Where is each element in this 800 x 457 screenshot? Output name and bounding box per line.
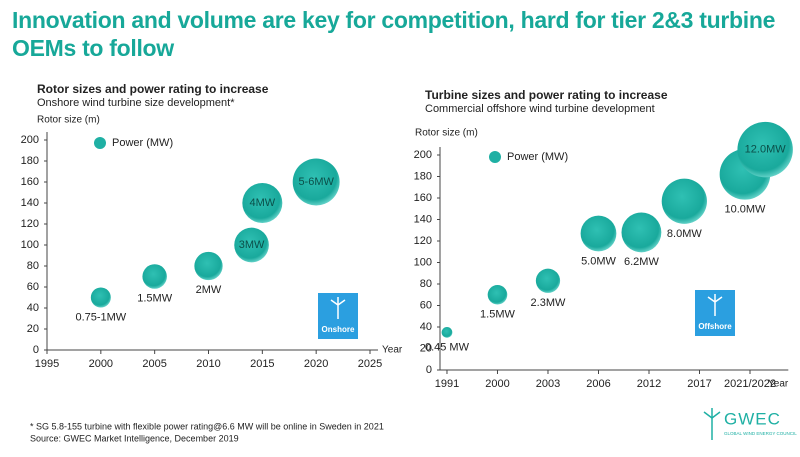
x-tick-label: 2010: [196, 358, 220, 370]
y-tick-label: 160: [21, 176, 39, 188]
x-tick-label: 2025: [358, 358, 382, 370]
y-tick-label: 0: [426, 364, 432, 376]
chart-title: Rotor sizes and power rating to increase: [37, 82, 269, 96]
y-tick-label: 80: [27, 260, 39, 272]
x-tick-label: 2015: [250, 358, 274, 370]
y-tick-label: 60: [27, 281, 39, 293]
y-tick-label: 180: [21, 155, 39, 167]
y-tick-label: 100: [21, 239, 39, 251]
chart-subtitle: Commercial offshore wind turbine develop…: [425, 103, 655, 115]
legend-marker: [489, 151, 501, 163]
y-tick-label: 60: [420, 299, 432, 311]
bubble: [580, 215, 617, 252]
bubble-label: 2MW: [196, 284, 222, 296]
bubble: [194, 251, 223, 281]
bubble: [142, 264, 167, 289]
bubble-label: 10.0MW: [724, 204, 766, 216]
y-tick-label: 200: [414, 149, 432, 161]
x-tick-label: 2020: [304, 358, 328, 370]
y-tick-label: 20: [27, 323, 39, 335]
bubble-label: 8.0MW: [667, 228, 702, 240]
y-tick-label: 40: [420, 321, 432, 333]
x-tick-label: 2003: [536, 378, 560, 390]
bubble: [90, 287, 111, 308]
chart-subtitle: Onshore wind turbine size development*: [37, 97, 235, 109]
bubble-label: 1.5MW: [137, 293, 172, 305]
footnote: * SG 5.8-155 turbine with flexible power…: [30, 421, 384, 431]
y-tick-label: 120: [414, 235, 432, 247]
source: Source: GWEC Market Intelligence, Decemb…: [30, 433, 239, 443]
bubble-label: 2.3MW: [531, 297, 566, 309]
logo: GWEC GLOBAL WIND ENERGY COUNCIL: [703, 408, 797, 440]
bubble: [441, 327, 453, 338]
y-tick-label: 200: [21, 134, 39, 146]
badge-icon: [330, 297, 346, 319]
y-tick-label: 20: [420, 342, 432, 354]
bubble-label: 5.0MW: [581, 255, 616, 267]
chart: Rotor sizes and power rating to increase…: [21, 82, 403, 370]
x-tick-label: 2006: [586, 378, 610, 390]
legend-label: Power (MW): [507, 151, 568, 163]
logo-tagline: GLOBAL WIND ENERGY COUNCIL: [724, 431, 797, 436]
bubble-label: 0.45 MW: [425, 342, 470, 354]
bubble: [292, 158, 340, 206]
bubble: [242, 183, 283, 223]
x-axis-label: Year: [768, 379, 789, 390]
bubble: [535, 268, 561, 293]
legend-marker: [94, 137, 106, 149]
chart: Turbine sizes and power rating to increa…: [414, 88, 793, 390]
y-tick-label: 40: [27, 302, 39, 314]
bubble-label: 4MW: [249, 197, 275, 209]
chart-title: Turbine sizes and power rating to increa…: [425, 88, 668, 102]
x-tick-label: 2017: [687, 378, 711, 390]
x-axis-label: Year: [382, 345, 403, 356]
bubble-label: 0.75-1MW: [75, 311, 126, 323]
bubble: [621, 212, 662, 253]
y-tick-label: 120: [21, 218, 39, 230]
y-axis-label: Rotor size (m): [415, 128, 478, 139]
bubble: [487, 284, 508, 305]
x-tick-label: 2000: [485, 378, 509, 390]
y-tick-label: 180: [414, 170, 432, 182]
badge-label: Offshore: [698, 322, 732, 331]
bubble-label: 3MW: [239, 239, 265, 251]
bubble-label: 12.0MW: [745, 144, 787, 156]
y-tick-label: 140: [414, 213, 432, 225]
y-tick-label: 80: [420, 278, 432, 290]
legend-label: Power (MW): [112, 137, 173, 149]
x-tick-label: 1991: [435, 378, 459, 390]
bubble-label: 6.2MW: [624, 256, 659, 268]
x-tick-label: 2005: [142, 358, 166, 370]
badge-label: Onshore: [322, 325, 355, 334]
logo-text: GWEC: [724, 409, 781, 428]
x-tick-label: 1995: [35, 358, 59, 370]
y-tick-label: 0: [33, 344, 39, 356]
x-tick-label: 2000: [89, 358, 113, 370]
y-tick-label: 140: [21, 197, 39, 209]
y-tick-label: 160: [414, 192, 432, 204]
bubble-label: 5-6MW: [298, 176, 334, 188]
y-axis-label: Rotor size (m): [37, 115, 100, 126]
x-tick-label: 2012: [637, 378, 661, 390]
badge-icon: [707, 294, 723, 316]
slide-title: Innovation and volume are key for compet…: [12, 7, 776, 61]
bubble: [737, 121, 793, 178]
bubble: [234, 227, 269, 263]
bubble: [661, 178, 707, 224]
bubble-label: 1.5MW: [480, 308, 515, 320]
y-tick-label: 100: [414, 256, 432, 268]
x-tick-label: 2021/2022: [724, 378, 776, 390]
